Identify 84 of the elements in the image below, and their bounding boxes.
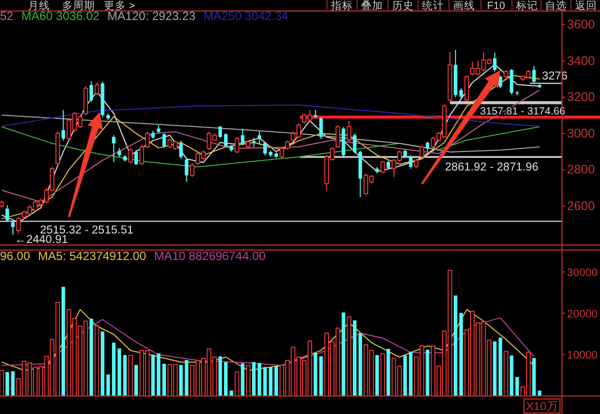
- bar: [515, 376, 519, 396]
- annotation: 叠加: [361, 0, 383, 12]
- bar: [156, 353, 160, 396]
- bar: [346, 316, 352, 396]
- y-tick-label: 20000: [567, 308, 598, 320]
- bar: [380, 353, 385, 396]
- bar: [459, 312, 463, 396]
- bar: [314, 352, 318, 396]
- bar: [492, 341, 497, 396]
- bar: [342, 312, 346, 396]
- bar: [258, 362, 262, 396]
- y-tick-label: 2800: [567, 162, 595, 177]
- bar: [118, 348, 122, 396]
- bar: [358, 333, 362, 396]
- bar: [179, 364, 183, 396]
- text: MA120: 2923.23: [107, 9, 196, 23]
- text: 返回: [575, 0, 597, 12]
- bar: [151, 354, 155, 396]
- text: MA60 3036.02: [21, 9, 100, 23]
- y-tick-label: 3200: [567, 90, 595, 104]
- annotation: 52: [0, 9, 14, 23]
- bar: [5, 372, 10, 396]
- bar: [106, 374, 110, 396]
- bar: [408, 352, 413, 396]
- bar: [352, 320, 356, 396]
- bar: [90, 318, 94, 396]
- y-tick-label: 3000: [567, 126, 595, 140]
- bar: [240, 363, 244, 396]
- bar: [234, 372, 240, 396]
- bar: [538, 390, 542, 396]
- annotation: 画线: [453, 0, 475, 12]
- text: MA10 882696744.00: [154, 249, 266, 263]
- bar: [403, 355, 407, 396]
- bar: [274, 366, 278, 396]
- bar: [11, 371, 15, 396]
- bar: [532, 358, 536, 396]
- y-tick-label: 30000: [567, 266, 598, 279]
- bar: [504, 350, 508, 396]
- annotation: F10: [486, 0, 506, 12]
- bar: [112, 342, 116, 396]
- annotation: 月线: [28, 0, 50, 12]
- bar: [246, 364, 250, 396]
- annotation: 历史: [392, 0, 414, 12]
- bar: [386, 348, 390, 396]
- text: MA5: 542374912.00: [38, 249, 146, 263]
- bar: [218, 356, 222, 396]
- line-series: [1, 114, 540, 152]
- y-tick-label: 2600: [567, 199, 595, 213]
- annotation: 指标: [330, 0, 353, 12]
- annotation: 更多 >: [104, 0, 136, 12]
- annotation: 96.00: [0, 249, 30, 263]
- bar: [268, 367, 272, 396]
- annotation: 标记: [515, 0, 538, 12]
- bar: [162, 364, 166, 396]
- bar: [319, 356, 323, 396]
- bar: [454, 295, 458, 396]
- band-label: 2861.92 - 2871.96: [445, 161, 538, 174]
- bar: [94, 326, 100, 396]
- band-label: 2515.32 - 2515.51: [40, 224, 134, 236]
- bar: [426, 350, 430, 396]
- bar: [510, 355, 514, 396]
- bar: [224, 362, 228, 396]
- bar: [263, 367, 267, 396]
- bar: [375, 355, 379, 396]
- text: 自选: [545, 0, 567, 12]
- annotation: 统计: [422, 0, 444, 12]
- annotation: 多周期: [62, 0, 95, 12]
- bar: [230, 390, 234, 396]
- y-tick-label: 3600: [567, 18, 595, 32]
- bar: [123, 355, 127, 396]
- text: MA250 3042.34: [204, 9, 289, 23]
- bar: [62, 286, 66, 396]
- bar: [134, 364, 138, 396]
- bar: [0, 370, 4, 396]
- bar: [498, 338, 502, 396]
- bar: [128, 355, 133, 396]
- bar: [252, 362, 256, 396]
- bar: [184, 360, 188, 396]
- text: X10万: [526, 400, 558, 413]
- y-tick-label: 3400: [567, 54, 595, 68]
- y-tick-label: 10000: [567, 350, 598, 362]
- annotation: ←2440.91: [14, 234, 68, 246]
- bar: [100, 331, 104, 396]
- line-series: [1, 317, 534, 366]
